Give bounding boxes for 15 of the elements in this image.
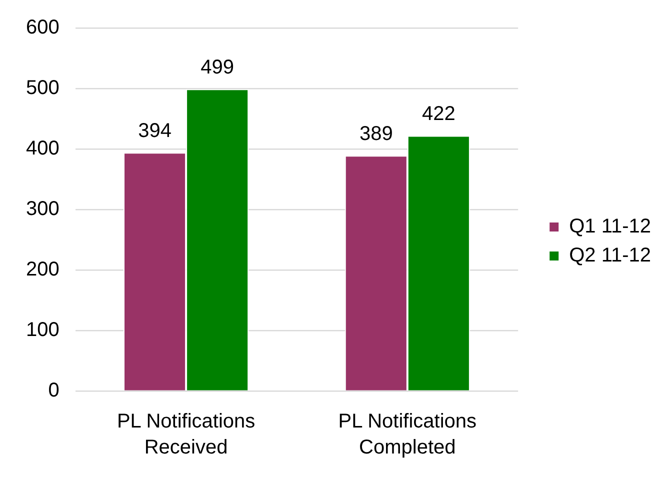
data-label: 394 — [138, 120, 172, 142]
data-label: 422 — [422, 103, 456, 126]
y-tick-label: 0 — [48, 380, 60, 402]
y-tick-label: 300 — [26, 198, 60, 220]
y-tick-label: 100 — [26, 319, 60, 342]
data-label: 499 — [200, 56, 234, 79]
x-tick-label: PL Notifications Completed — [338, 410, 477, 459]
y-tick-label: 600 — [26, 16, 60, 39]
legend-label: Q1 11-12 — [569, 216, 651, 238]
y-tick-label: 400 — [26, 138, 60, 160]
y-tick-label: 200 — [26, 258, 60, 281]
legend-label: Q2 11-12 — [569, 244, 651, 267]
data-label: 389 — [359, 123, 393, 146]
y-tick-label: 500 — [26, 77, 60, 100]
x-tick-label: PL Notifications Received — [116, 410, 256, 459]
